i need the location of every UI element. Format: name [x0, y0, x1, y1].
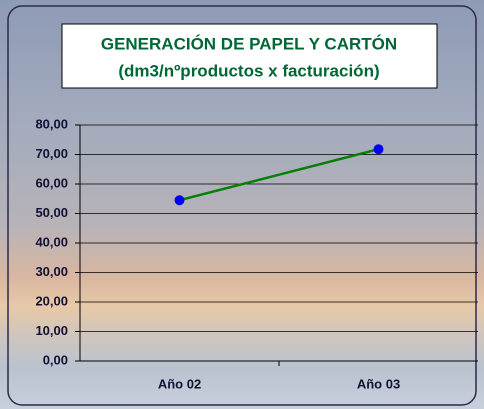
point: [374, 144, 384, 154]
y-tick-label: 70,00: [35, 146, 68, 161]
y-tick-label: 10,00: [35, 323, 68, 338]
chart: GENERACIÓN DE PAPEL Y CARTÓN (dm3/nºprod…: [0, 0, 484, 409]
chart-subtitle: (dm3/nºproductos x facturación): [118, 61, 379, 80]
chart-title: GENERACIÓN DE PAPEL Y CARTÓN: [101, 34, 397, 53]
point: [175, 195, 185, 205]
y-tick-label: 80,00: [35, 116, 68, 131]
y-tick-label: 30,00: [35, 264, 68, 279]
x-tick-label: Año 02: [158, 376, 201, 391]
y-tick-label: 20,00: [35, 293, 68, 308]
x-tick-label: Año 03: [357, 376, 400, 391]
y-tick-label: 60,00: [35, 175, 68, 190]
y-tick-label: 0,00: [43, 352, 68, 367]
screenshot: GENERACIÓN DE PAPEL Y CARTÓN (dm3/nºprod…: [0, 0, 484, 409]
line-series: [180, 149, 379, 200]
y-tick-label: 50,00: [35, 205, 68, 220]
y-tick-label: 40,00: [35, 234, 68, 249]
